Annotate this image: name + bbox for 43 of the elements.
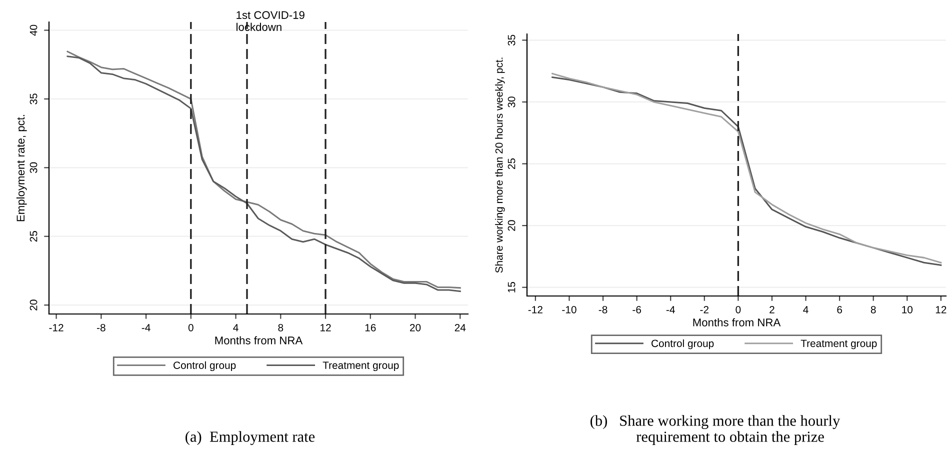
x-tick-label: 8 [278, 324, 284, 332]
y-tick-label: 40 [30, 24, 38, 36]
x-tick-label: 4 [233, 324, 238, 332]
x-tick-label: -8 [598, 306, 608, 314]
x-tick-label: -4 [666, 306, 675, 314]
y-tick-label: 25 [30, 231, 38, 242]
y-tick-label: 15 [508, 282, 516, 292]
legend-label: Treatment group [800, 340, 877, 350]
x-tick-label: -4 [142, 324, 150, 332]
x-tick-label: 4 [803, 306, 808, 314]
x-tick-label: 24 [454, 324, 466, 332]
text: (a) Employment rate [186, 431, 315, 445]
x-tick-label: 12 [320, 324, 331, 332]
x-tick-label: 16 [365, 324, 376, 332]
y-axis-title: Employment rate, pct. [16, 114, 27, 222]
x-tick-label: 0 [736, 306, 741, 314]
x-axis-title: Months from NRA [215, 336, 303, 344]
x-tick-label: -8 [96, 324, 106, 332]
y-tick-label: 25 [508, 158, 516, 170]
legend-label: Treatment group [322, 362, 399, 372]
x-tick-label: -2 [700, 306, 709, 314]
ref-line-label: 1st COVID-19 lockdown [236, 11, 304, 31]
legend-label: Control group [652, 339, 714, 350]
y-tick-label: 35 [508, 34, 516, 46]
y-tick-label: 30 [30, 162, 38, 174]
legend-label: Control group [174, 361, 236, 372]
x-tick-label: -6 [632, 306, 641, 314]
x-tick-label: 10 [902, 306, 913, 314]
x-tick-label: -12 [49, 324, 64, 332]
text: (b) Share working more than the hourly requirement to obtain the prize [590, 415, 840, 445]
y-tick-label: 30 [508, 96, 516, 108]
y-tick-label: 20 [508, 220, 516, 231]
x-axis-title: Months from NRA [693, 318, 781, 326]
x-tick-label: 20 [410, 324, 421, 332]
x-tick-label: 12 [936, 306, 946, 314]
x-tick-label: 8 [870, 306, 876, 314]
x-tick-label: -12 [528, 306, 542, 314]
y-tick-label: 35 [30, 94, 38, 104]
x-tick-label: 6 [837, 306, 842, 314]
x-tick-label: -10 [562, 306, 576, 314]
x-tick-label: 0 [188, 324, 194, 332]
y-axis-title: Share working more than 20 hours weekly, pct. [495, 58, 505, 273]
x-tick-label: 2 [770, 306, 774, 314]
